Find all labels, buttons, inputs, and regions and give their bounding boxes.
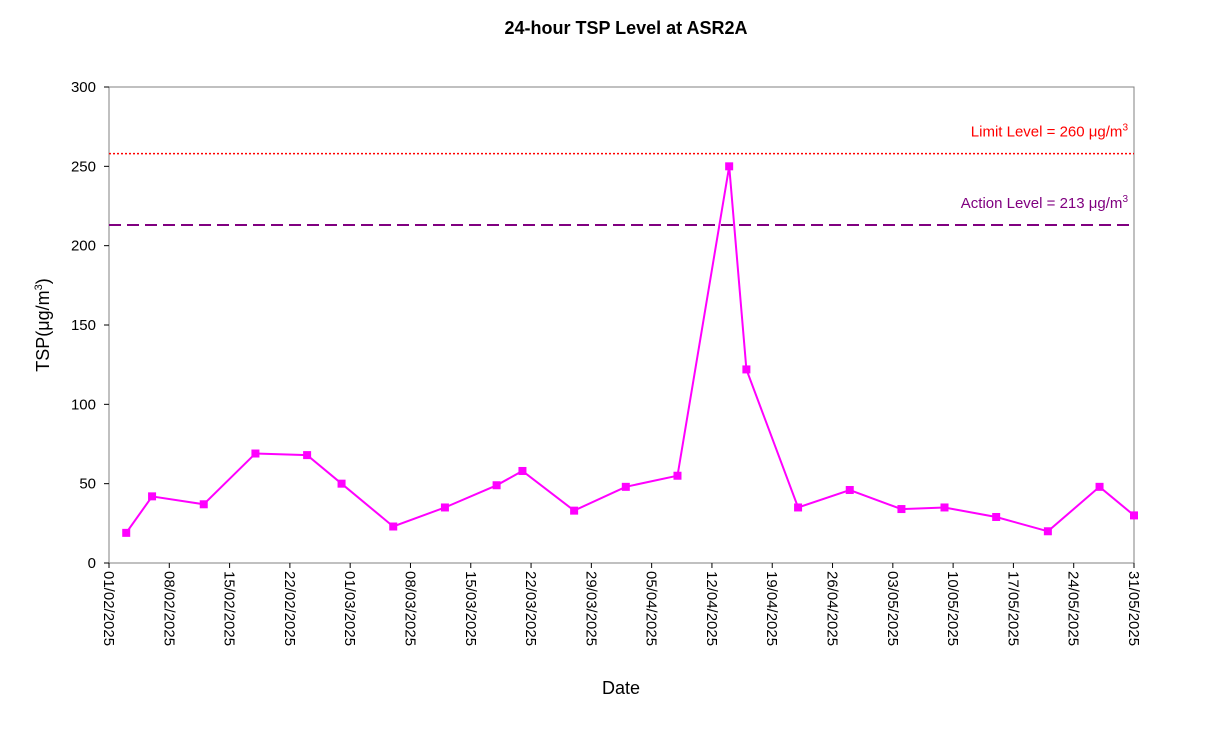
y-axis-label-close: ) (33, 278, 53, 284)
y-tick-label: 100 (71, 396, 96, 413)
x-tick-label: 01/03/2025 (341, 571, 358, 646)
y-axis-label: TSP(μg/m3) (33, 278, 53, 372)
y-axis-label-main: TSP( (33, 331, 53, 372)
data-point (389, 522, 398, 531)
reference-line-label-unit: μg/m (1089, 195, 1123, 212)
x-tick-label: 15/02/2025 (221, 571, 238, 646)
x-tick-label: 08/03/2025 (401, 571, 418, 646)
x-tick-label: 31/05/2025 (1125, 571, 1142, 646)
data-point (251, 449, 260, 458)
x-axis: 01/02/2025 08/02/2025 15/02/2025 22/02/2025… (100, 563, 1142, 646)
x-tick-label: 17/05/2025 (1004, 571, 1021, 646)
data-point (199, 500, 208, 509)
plot-area (108, 86, 1135, 564)
data-point (621, 482, 630, 491)
y-tick-label: 250 (71, 158, 96, 175)
y-tick-label: 150 (71, 317, 96, 334)
reference-line-label-unit: μg/m (1089, 124, 1123, 141)
x-axis-label: Date (602, 678, 640, 698)
y-axis-label-unit: μg/m (33, 290, 53, 330)
data-point (673, 471, 682, 480)
data-point (337, 479, 346, 488)
data-point (1130, 511, 1138, 520)
x-tick-label: 22/02/2025 (281, 571, 298, 646)
x-tick-label: 08/02/2025 (160, 571, 177, 646)
x-tick-label: 29/03/2025 (582, 571, 599, 646)
x-tick-label: 24/05/2025 (1065, 571, 1082, 646)
reference-line-label-exp: 3 (1122, 123, 1128, 134)
y-tick-label: 0 (88, 555, 96, 572)
x-tick-label: 05/04/2025 (643, 571, 660, 646)
y-tick-label: 50 (79, 476, 96, 493)
y-tick-label: 200 (71, 238, 96, 255)
data-point (570, 506, 579, 515)
data-point (148, 492, 157, 501)
x-tick-label: 26/04/2025 (824, 571, 841, 646)
x-tick-label: 19/04/2025 (763, 571, 780, 646)
data-point (940, 503, 949, 512)
data-point (518, 466, 527, 475)
x-tick-label: 12/04/2025 (703, 571, 720, 646)
x-tick-label: 01/02/2025 (100, 571, 117, 646)
x-tick-label: 15/03/2025 (462, 571, 479, 646)
x-tick-label: 10/05/2025 (944, 571, 961, 646)
data-point (1095, 482, 1104, 491)
data-point (897, 505, 906, 514)
reference-line-label: Action Level = 213 μg/m3 (961, 194, 1129, 212)
x-tick-label: 22/03/2025 (522, 571, 539, 646)
reference-line-label: Limit Level = 260 μg/m3 (971, 123, 1129, 141)
data-point (845, 486, 854, 495)
data-point (122, 528, 131, 537)
y-axis: 0 50 100 150 200 250 300 (71, 79, 109, 572)
data-point (303, 451, 312, 460)
data-point (742, 365, 751, 374)
data-point (492, 481, 501, 490)
chart-title: 24-hour TSP Level at ASR2A (504, 18, 747, 38)
reference-line-label-exp: 3 (1122, 194, 1128, 205)
data-point (1043, 527, 1052, 536)
reference-line-label-text: Limit Level = 260 (971, 124, 1089, 141)
y-axis-label-exp: 3 (33, 284, 45, 290)
data-series (122, 162, 1138, 537)
reference-line-label-text: Action Level = 213 (961, 195, 1089, 212)
y-tick-label: 300 (71, 79, 96, 96)
data-point (992, 512, 1001, 521)
data-point (725, 162, 734, 171)
x-tick-label: 03/05/2025 (884, 571, 901, 646)
data-point (794, 503, 803, 512)
data-point (440, 503, 449, 512)
